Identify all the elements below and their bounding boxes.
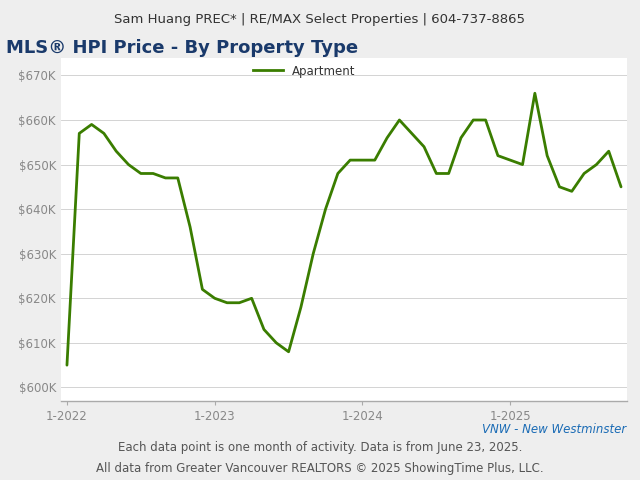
Text: VNW - New Westminster: VNW - New Westminster xyxy=(482,423,626,436)
Legend: Apartment: Apartment xyxy=(248,60,360,83)
Text: Sam Huang PREC* | RE/MAX Select Properties | 604-737-8865: Sam Huang PREC* | RE/MAX Select Properti… xyxy=(115,13,525,26)
Text: MLS® HPI Price - By Property Type: MLS® HPI Price - By Property Type xyxy=(6,39,358,57)
Text: All data from Greater Vancouver REALTORS © 2025 ShowingTime Plus, LLC.: All data from Greater Vancouver REALTORS… xyxy=(96,462,544,475)
Text: Each data point is one month of activity. Data is from June 23, 2025.: Each data point is one month of activity… xyxy=(118,441,522,454)
